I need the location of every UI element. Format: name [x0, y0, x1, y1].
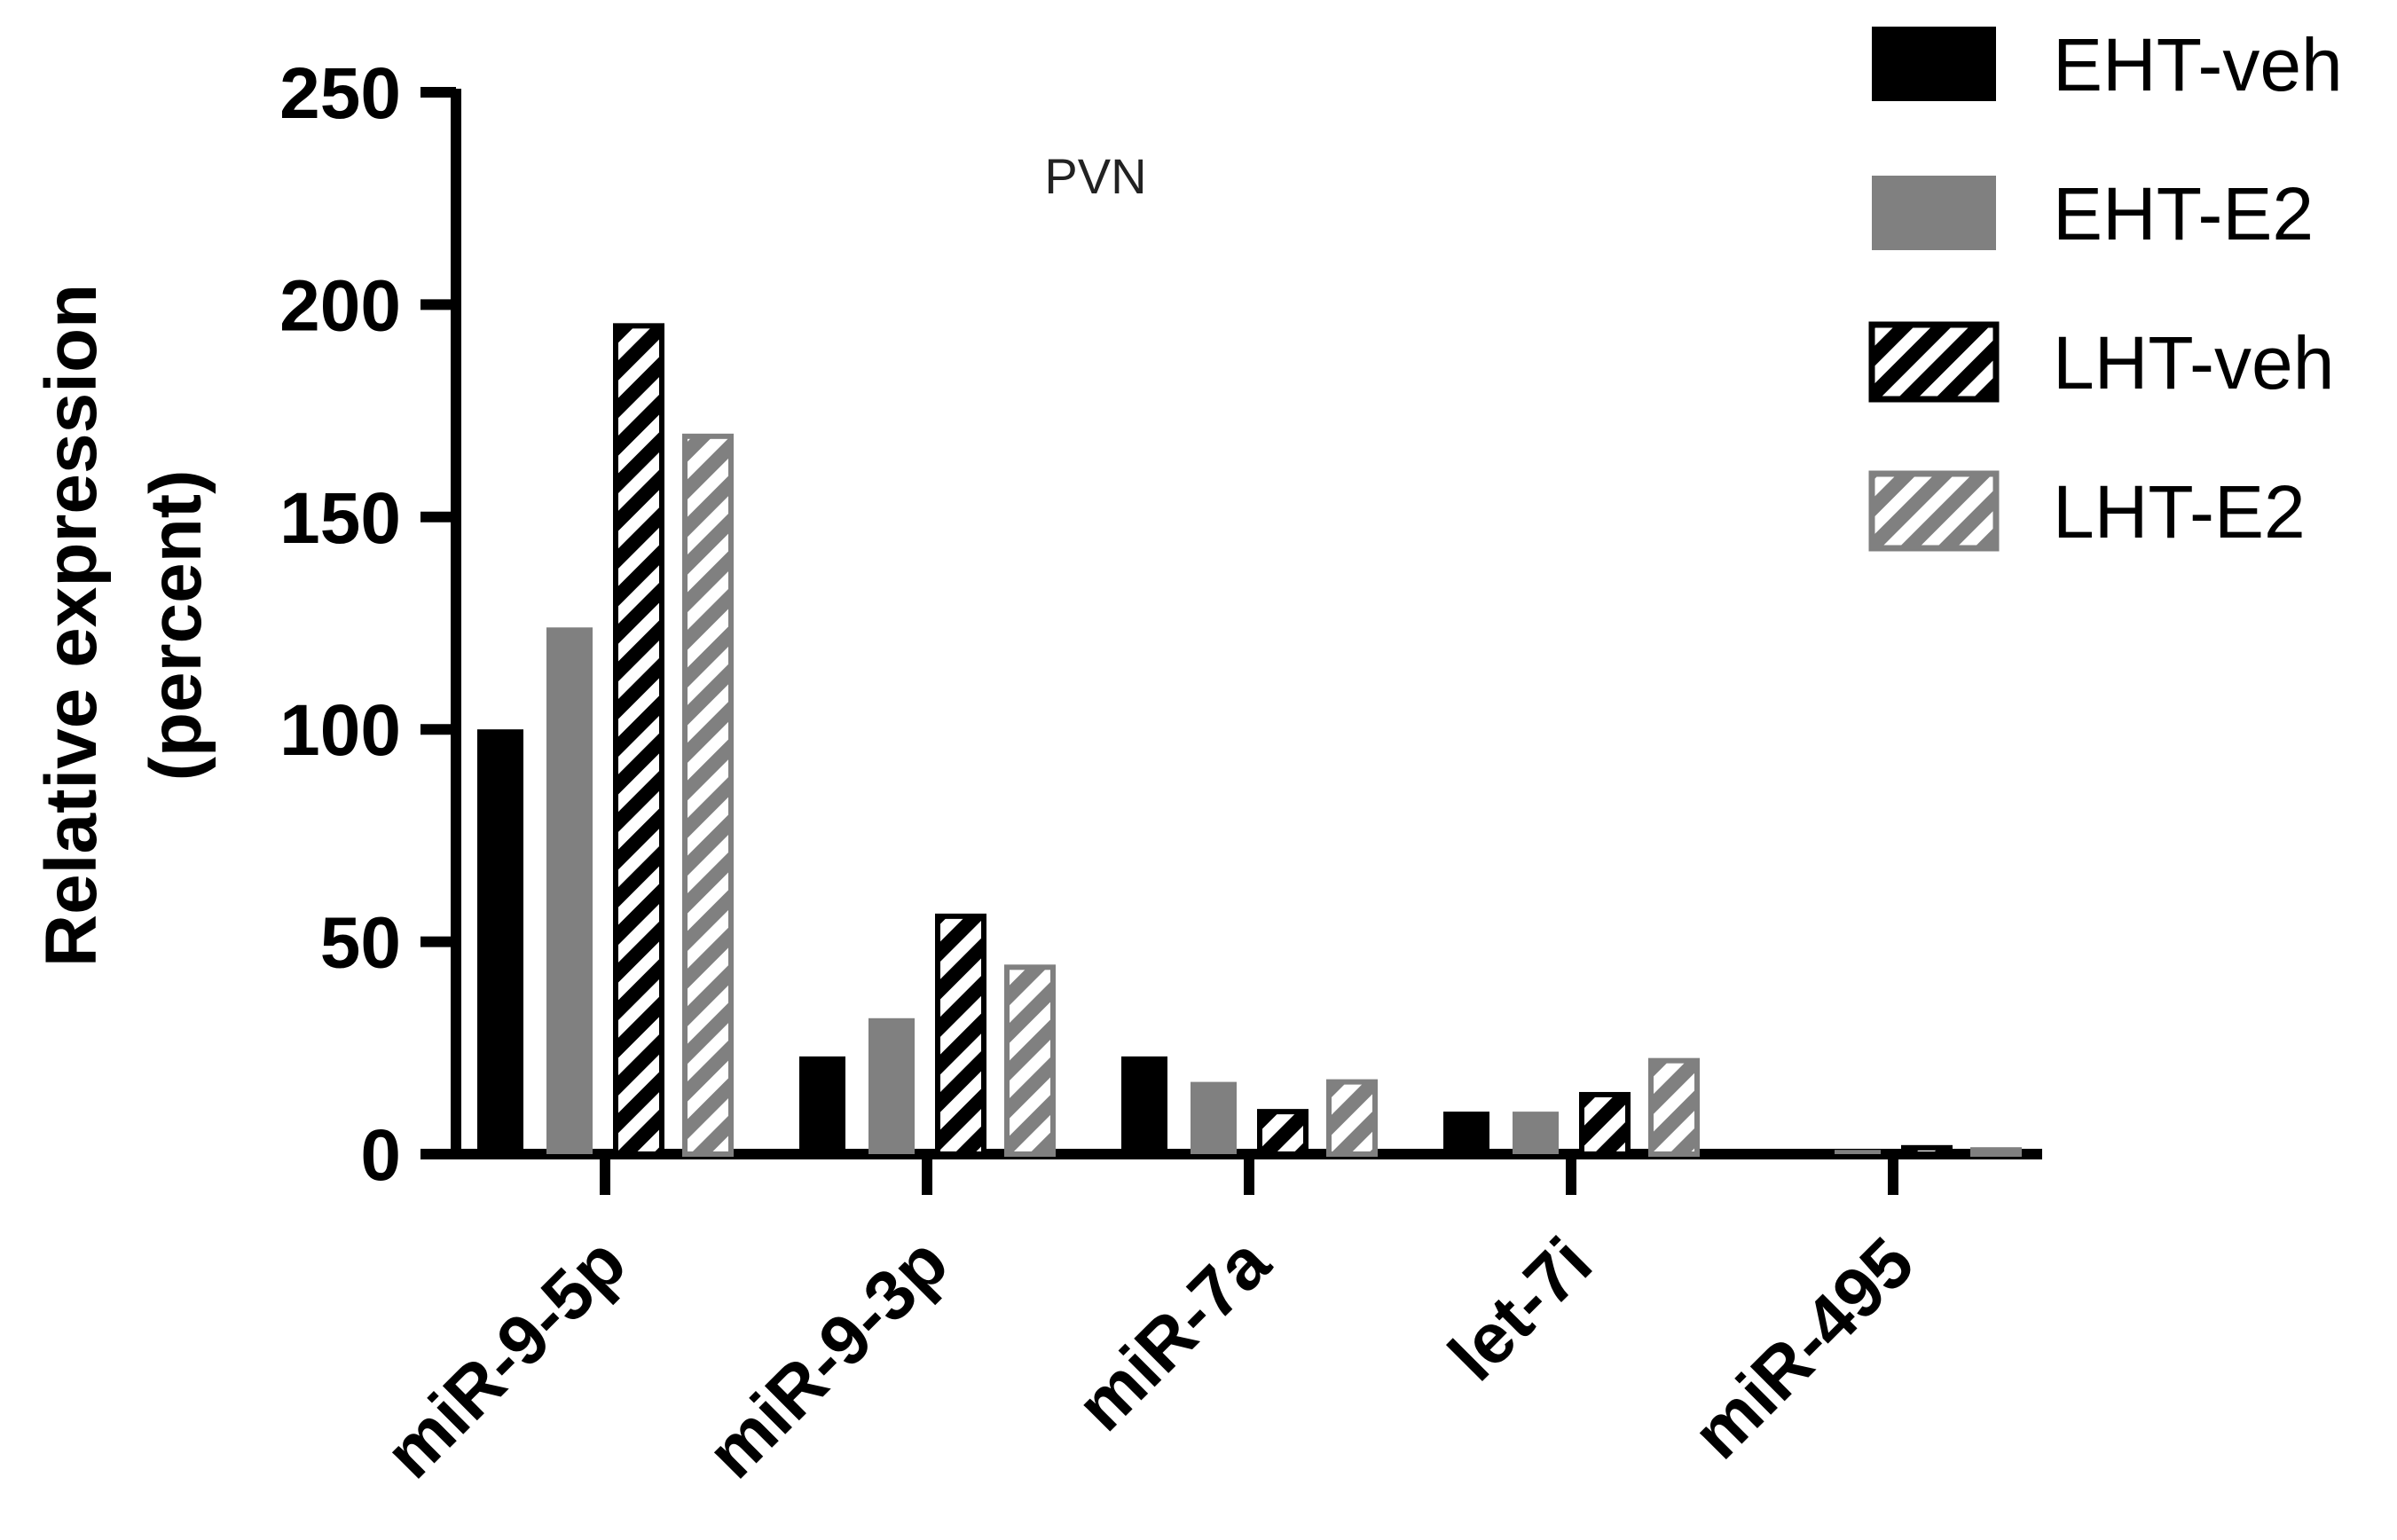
bar — [868, 1018, 915, 1154]
x-tick-label: miR-495 — [1678, 1222, 1929, 1473]
bar — [1648, 1057, 1700, 1157]
bar — [1765, 1151, 1812, 1154]
y-tick-label: 150 — [279, 478, 401, 559]
y-tick-label: 200 — [279, 265, 401, 346]
legend-label: EHT-E2 — [2053, 172, 2314, 255]
chart-title: PVN — [1044, 148, 1146, 204]
bar — [682, 433, 734, 1157]
bar — [1121, 1056, 1167, 1154]
x-tick-label: miR-9-5p — [370, 1222, 641, 1493]
y-tick-label: 100 — [279, 690, 401, 771]
y-tick-label: 50 — [320, 903, 401, 984]
legend-swatch — [1868, 321, 2000, 403]
y-axis-label-line-1: Relative expression — [31, 284, 112, 967]
legend-label: EHT-veh — [2053, 23, 2343, 106]
bar — [799, 1056, 845, 1154]
y-tick-label: 0 — [360, 1115, 401, 1196]
bar — [1513, 1112, 1559, 1154]
bar — [935, 913, 986, 1157]
bar — [477, 729, 523, 1154]
legend: EHT-veh EHT-E2 LHT-veh LHT-E2 — [1868, 23, 2343, 554]
bar — [1443, 1112, 1489, 1154]
axes: 0 50 100 150 200 250 miR-9-5p miR-9-3p miR-7a let… — [279, 53, 2042, 1493]
y-axis-label-line-2: (percent) — [136, 470, 216, 782]
bar — [1579, 1091, 1631, 1158]
bar — [613, 323, 664, 1157]
bar — [1901, 1144, 1953, 1157]
bar — [1257, 1109, 1309, 1157]
legend-swatch — [1868, 470, 2000, 552]
y-tick-label: 250 — [279, 53, 401, 134]
labels: PVN Relative expression (percent) — [31, 148, 1147, 967]
legend-swatch — [1872, 27, 1996, 101]
legend-swatch — [1872, 176, 1996, 250]
bar — [1004, 964, 1056, 1157]
bar — [1326, 1079, 1378, 1157]
legend-label: LHT-E2 — [2053, 470, 2306, 554]
x-tick-label: miR-7a — [1061, 1222, 1285, 1446]
bar — [1191, 1081, 1237, 1154]
bar — [1835, 1150, 1881, 1154]
x-tick-label: miR-9-3p — [692, 1222, 963, 1493]
bars — [477, 323, 2022, 1158]
x-tick-label: let-7i — [1434, 1222, 1607, 1395]
bar — [1970, 1147, 2022, 1158]
bar — [546, 627, 593, 1154]
legend-label: LHT-veh — [2053, 321, 2334, 405]
